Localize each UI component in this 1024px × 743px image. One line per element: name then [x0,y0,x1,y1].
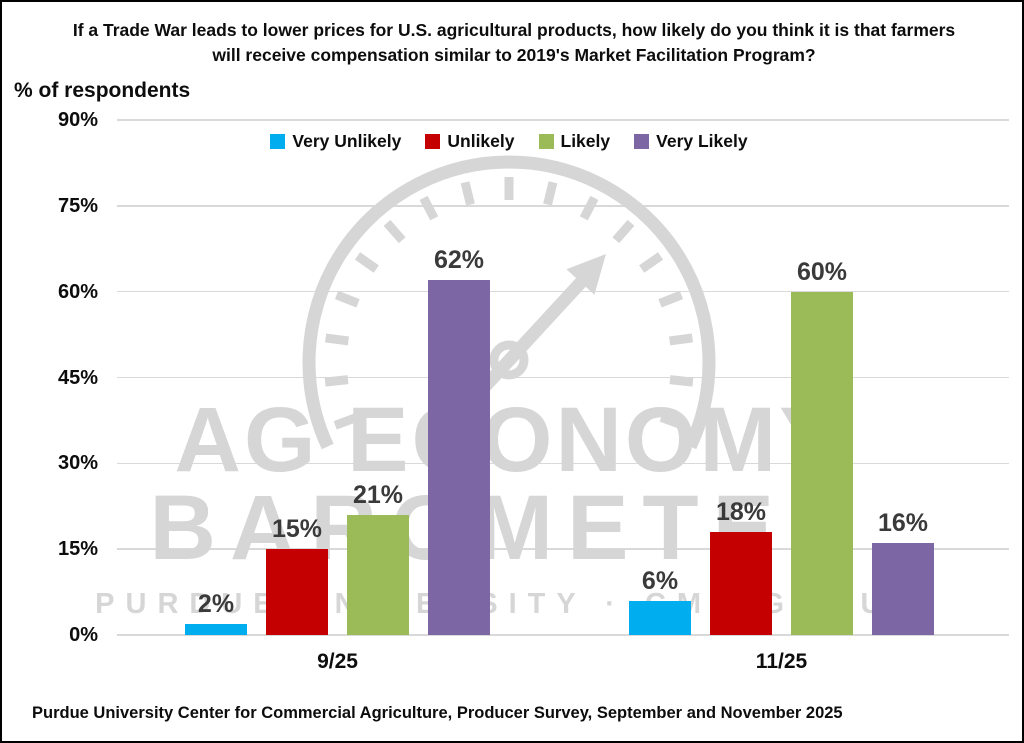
y-tick-label-75: 75% [57,194,98,217]
bar-value-9-25-likely: 21% [352,480,404,509]
legend-label: Very Unlikely [292,131,402,151]
legend-item-very-unlikely: Very Unlikely [270,131,401,152]
bar-value-11-25-very-unlikely: 6% [641,566,679,595]
x-tick-label-9-25: 9/25 [317,650,358,673]
source-footer: Purdue University Center for Commercial … [32,704,843,722]
bar-value-9-25-very-likely: 62% [433,246,485,275]
legend-item-unlikely: Unlikely [425,131,515,152]
y-tick-label-45: 45% [57,366,98,389]
legend-item-likely: Likely [538,131,611,152]
bar-9-25-very-likely [428,280,490,635]
legend: Very Unlikely Unlikely Likely Very Likely [2,131,1016,152]
y-tick-label-30: 30% [57,452,98,475]
gridline-30 [117,462,1009,465]
bar-11-25-likely [791,291,853,635]
legend-label: Likely [560,131,611,151]
legend-swatch-icon [425,134,441,149]
bars-layer: 2% 15% 21% 62% 6% 18% 60% 16% [117,120,1009,635]
bar-value-11-25-very-likely: 16% [877,509,929,538]
legend-label: Very Likely [656,131,748,151]
bar-value-11-25-likely: 60% [796,257,848,286]
y-tick-label-0: 0% [69,624,98,646]
y-tick-label-90: 90% [57,109,98,131]
gridline-90 [117,119,1009,121]
legend-swatch-icon [538,134,554,149]
gridline-15 [117,548,1009,550]
y-tick-label-60: 60% [57,280,98,303]
chart-title: If a Trade War leads to lower prices for… [72,20,956,66]
bar-value-11-25-unlikely: 18% [715,498,767,526]
x-tick-label-11-25: 11/25 [755,650,808,673]
legend-swatch-icon [634,134,650,149]
bar-value-9-25-unlikely: 15% [271,515,323,544]
legend-item-very-likely: Very Likely [634,131,748,152]
bar-11-25-very-unlikely [629,600,691,635]
y-axis-title: % of respondents [14,79,191,102]
y-tick-label-15: 15% [57,538,98,561]
legend-label: Unlikely [447,131,515,151]
bar-9-25-likely [347,514,409,635]
gridline-0 [117,634,1009,636]
bar-value-9-25-very-unlikely: 2% [197,589,235,618]
bar-11-25-unlikely [710,532,772,635]
bar-11-25-very-likely [872,543,934,635]
legend-swatch-icon [270,134,286,149]
bar-9-25-unlikely [266,549,328,635]
bar-9-25-very-unlikely [185,623,247,635]
